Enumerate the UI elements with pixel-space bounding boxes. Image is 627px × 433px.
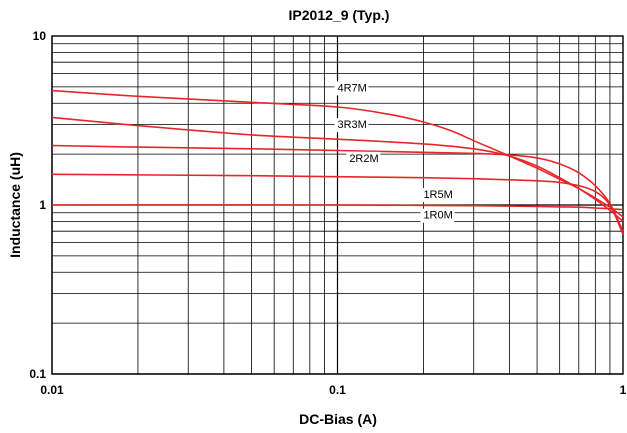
series-label-2r2m: 2R2M [349, 153, 378, 165]
series-labels: 4R7M 3R3M 2R2M 1R5M 1R0M [334, 81, 455, 223]
y-tick-label: 0.1 [29, 367, 46, 381]
series-label-1r5m: 1R5M [423, 189, 452, 201]
series-line-1r0m [51, 204, 624, 211]
x-axis-label: DC-Bias (A) [299, 411, 377, 427]
series-label-background [334, 81, 369, 96]
series-line-1r5m [51, 173, 624, 235]
series-curves [51, 89, 624, 235]
series-label-background [420, 208, 455, 223]
series-label-background [346, 151, 381, 166]
series-label-3r3m: 3R3M [338, 119, 367, 131]
tick-labels: 0.01 0.1 1 0.1 1 10 [29, 29, 626, 397]
series-label-background [334, 118, 369, 133]
chart-title: IP2012_9 (Typ.) [289, 7, 390, 23]
series-label-1r0m: 1R0M [423, 210, 452, 222]
y-tick-label: 10 [33, 29, 47, 43]
grid-lines [51, 36, 623, 375]
series-label-4r7m: 4R7M [338, 82, 367, 94]
series-label-background [420, 188, 455, 203]
series-line-3r3m [51, 116, 624, 223]
y-tick-label: 1 [39, 198, 46, 212]
x-tick-label: 0.01 [40, 383, 64, 397]
x-tick-label: 0.1 [329, 383, 346, 397]
y-axis-label: Inductance (uH) [7, 152, 23, 258]
series-line-2r2m [51, 144, 624, 232]
x-tick-label: 1 [620, 383, 627, 397]
